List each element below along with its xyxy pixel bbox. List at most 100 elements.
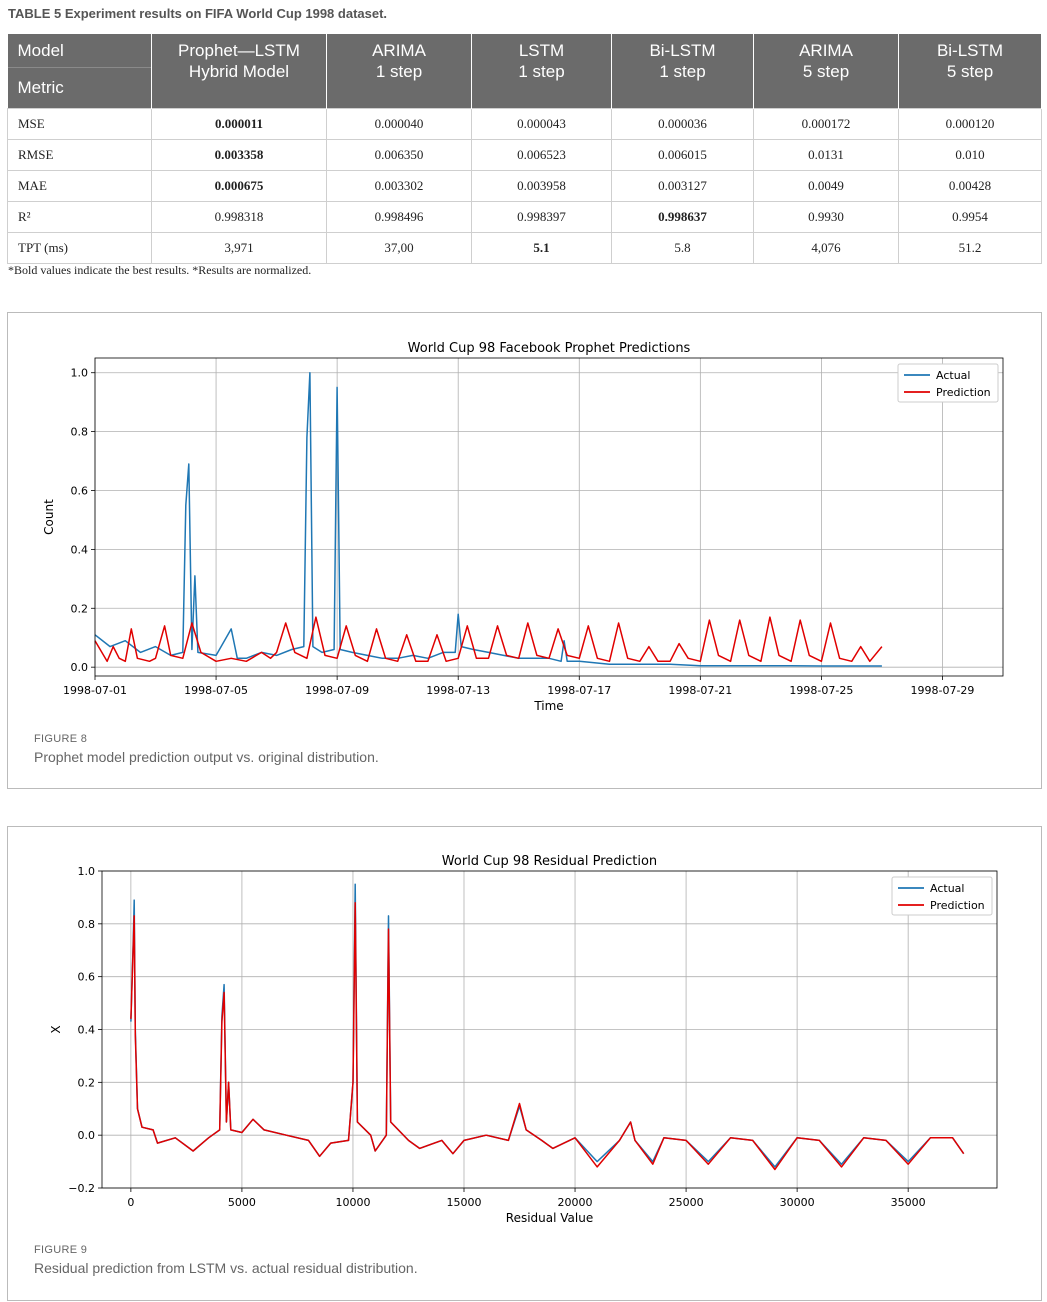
value-cell: 37,00: [326, 232, 472, 264]
value-cell: 3,971: [151, 232, 327, 264]
header-col-2: LSTM 1 step: [471, 34, 612, 109]
chart-title: World Cup 98 Residual Prediction: [442, 854, 657, 869]
header-model-metric: Model Metric: [7, 34, 152, 109]
value-cell: 4,076: [753, 232, 899, 264]
header-col-line1: LSTM: [518, 41, 565, 60]
metric-name-cell: TPT (ms): [7, 232, 152, 264]
series-line-actual: [94, 371, 882, 667]
table-footnote: *Bold values indicate the best results. …: [8, 263, 312, 277]
table-caption: TABLE 5 Experiment results on FIFA World…: [8, 6, 387, 21]
x-tick-label: 1998-07-05: [184, 684, 248, 697]
x-tick-label: 5000: [228, 1196, 256, 1209]
figure-8-label: FIGURE 8: [34, 733, 88, 745]
x-tick-label: 35000: [891, 1196, 926, 1209]
residual-prediction-chart: 0 5000 10000 15000 20000 25000 30000 35000 −0.2 0…: [49, 854, 998, 1225]
x-tick-label: 1998-07-17: [547, 684, 611, 697]
value-cell: 0.000043: [471, 108, 612, 140]
y-axis-label: X: [49, 1025, 63, 1033]
legend-label: Prediction: [930, 899, 985, 912]
header-col-4: ARIMA 5 step: [753, 34, 899, 109]
y-tick-label: 1.0: [78, 865, 96, 878]
table-header-row: Model Metric Prophet—LSTM Hybrid Model ARI…: [7, 34, 1042, 109]
x-tick-label: 10000: [335, 1196, 370, 1209]
prophet-prediction-chart: 1998-07-01 1998-07-05 1998-07-09 1998-07-13…: [42, 341, 1004, 713]
header-col-line2: 5 step: [802, 62, 850, 81]
x-tick-label: 1998-07-13: [426, 684, 490, 697]
header-col-line2: 5 step: [946, 62, 994, 81]
figure-8-caption: Prophet model prediction output vs. orig…: [34, 749, 379, 765]
x-tick-label: 20000: [558, 1196, 593, 1209]
y-tick-label: 0.4: [78, 1024, 96, 1037]
value-cell: 0.003958: [471, 170, 612, 202]
table-row: R² 0.998318 0.998496 0.998397 0.998637 0.9930…: [7, 201, 1042, 233]
value-cell: 0.000040: [326, 108, 472, 140]
value-cell: 0.0049: [753, 170, 899, 202]
header-col-line1: Prophet—LSTM: [178, 41, 300, 60]
value-cell: 0.0131: [753, 139, 899, 171]
x-tick-label: 0: [127, 1196, 134, 1209]
y-axis-label: Count: [42, 499, 56, 535]
y-tick-label: 0.4: [71, 543, 89, 556]
chart-title: World Cup 98 Facebook Prophet Prediction…: [408, 341, 691, 356]
header-col-line2: 1 step: [659, 62, 706, 81]
table-row: TPT (ms) 3,971 37,00 5.1 5.8 4,076 51.2: [7, 232, 1042, 264]
header-col-line1: ARIMA: [799, 41, 853, 60]
header-col-line1: ARIMA: [372, 41, 426, 60]
series-line-prediction: [94, 616, 883, 663]
value-cell: 0.000011: [151, 108, 327, 140]
value-cell: 0.998496: [326, 201, 472, 233]
value-cell: 0.998637: [611, 201, 754, 233]
header-col-3: Bi-LSTM 1 step: [611, 34, 754, 109]
figure-8: 1998-07-01 1998-07-05 1998-07-09 1998-07-13…: [7, 312, 1042, 789]
series-line-actual: [130, 883, 965, 1168]
figure-9: 0 5000 10000 15000 20000 25000 30000 35000 −0.2 0…: [7, 826, 1042, 1301]
x-tick-label: 1998-07-09: [305, 684, 369, 697]
header-col-line1: Bi-LSTM: [936, 41, 1004, 60]
plot-frame: [101, 870, 998, 1189]
value-cell: 5.1: [471, 232, 612, 264]
header-col-line1: Bi-LSTM: [649, 41, 716, 60]
metric-name-cell: MAE: [7, 170, 152, 202]
value-cell: 0.003302: [326, 170, 472, 202]
header-col-line2: 1 step: [518, 62, 565, 81]
legend-label: Prediction: [936, 386, 991, 399]
x-axis-label: Time: [533, 699, 563, 713]
value-cell: 0.000036: [611, 108, 754, 140]
header-col-line2: Hybrid Model: [188, 62, 290, 81]
y-tick-label: 0.6: [78, 971, 96, 984]
x-axis-label: Residual Value: [506, 1211, 593, 1225]
y-tick-label: 1.0: [71, 367, 89, 380]
value-cell: 0.00428: [898, 170, 1042, 202]
x-tick-label: 1998-07-21: [668, 684, 732, 697]
plot-frame: [94, 357, 1004, 677]
table-caption-text: Experiment results on FIFA World Cup 199…: [64, 6, 388, 21]
metric-name-cell: MSE: [7, 108, 152, 140]
metric-name-cell: RMSE: [7, 139, 152, 171]
value-cell: 0.010: [898, 139, 1042, 171]
legend-label: Actual: [930, 882, 964, 895]
figure-9-caption: Residual prediction from LSTM vs. actual…: [34, 1260, 418, 1276]
y-tick-label: −0.2: [68, 1182, 95, 1195]
value-cell: 0.000172: [753, 108, 899, 140]
x-tick-label: 30000: [780, 1196, 815, 1209]
table-row: RMSE 0.003358 0.006350 0.006523 0.006015 0.01…: [7, 139, 1042, 171]
legend-label: Actual: [936, 369, 970, 382]
header-col-1: ARIMA 1 step: [326, 34, 472, 109]
value-cell: 0.006523: [471, 139, 612, 171]
value-cell: 5.8: [611, 232, 754, 264]
header-col-5: Bi-LSTM 5 step: [898, 34, 1042, 109]
legend: Actual Prediction: [897, 363, 999, 403]
y-tick-label: 0.8: [78, 918, 96, 931]
header-col-line2: 1 step: [375, 62, 423, 81]
table-row: MAE 0.000675 0.003302 0.003958 0.003127 0.004…: [7, 170, 1042, 202]
value-cell: 0.9954: [898, 201, 1042, 233]
value-cell: 0.998397: [471, 201, 612, 233]
table-row: MSE 0.000011 0.000040 0.000043 0.000036 0.000…: [7, 108, 1042, 140]
y-tick-label: 0.8: [71, 426, 89, 439]
header-metric: Metric: [7, 67, 151, 108]
table-body: MSE 0.000011 0.000040 0.000043 0.000036 0.000…: [7, 108, 1042, 264]
header-col-0: Prophet—LSTM Hybrid Model: [151, 34, 327, 109]
legend: Actual Prediction: [891, 876, 993, 916]
x-tick-label: 1998-07-01: [63, 684, 127, 697]
metric-name-cell: R²: [7, 201, 152, 233]
